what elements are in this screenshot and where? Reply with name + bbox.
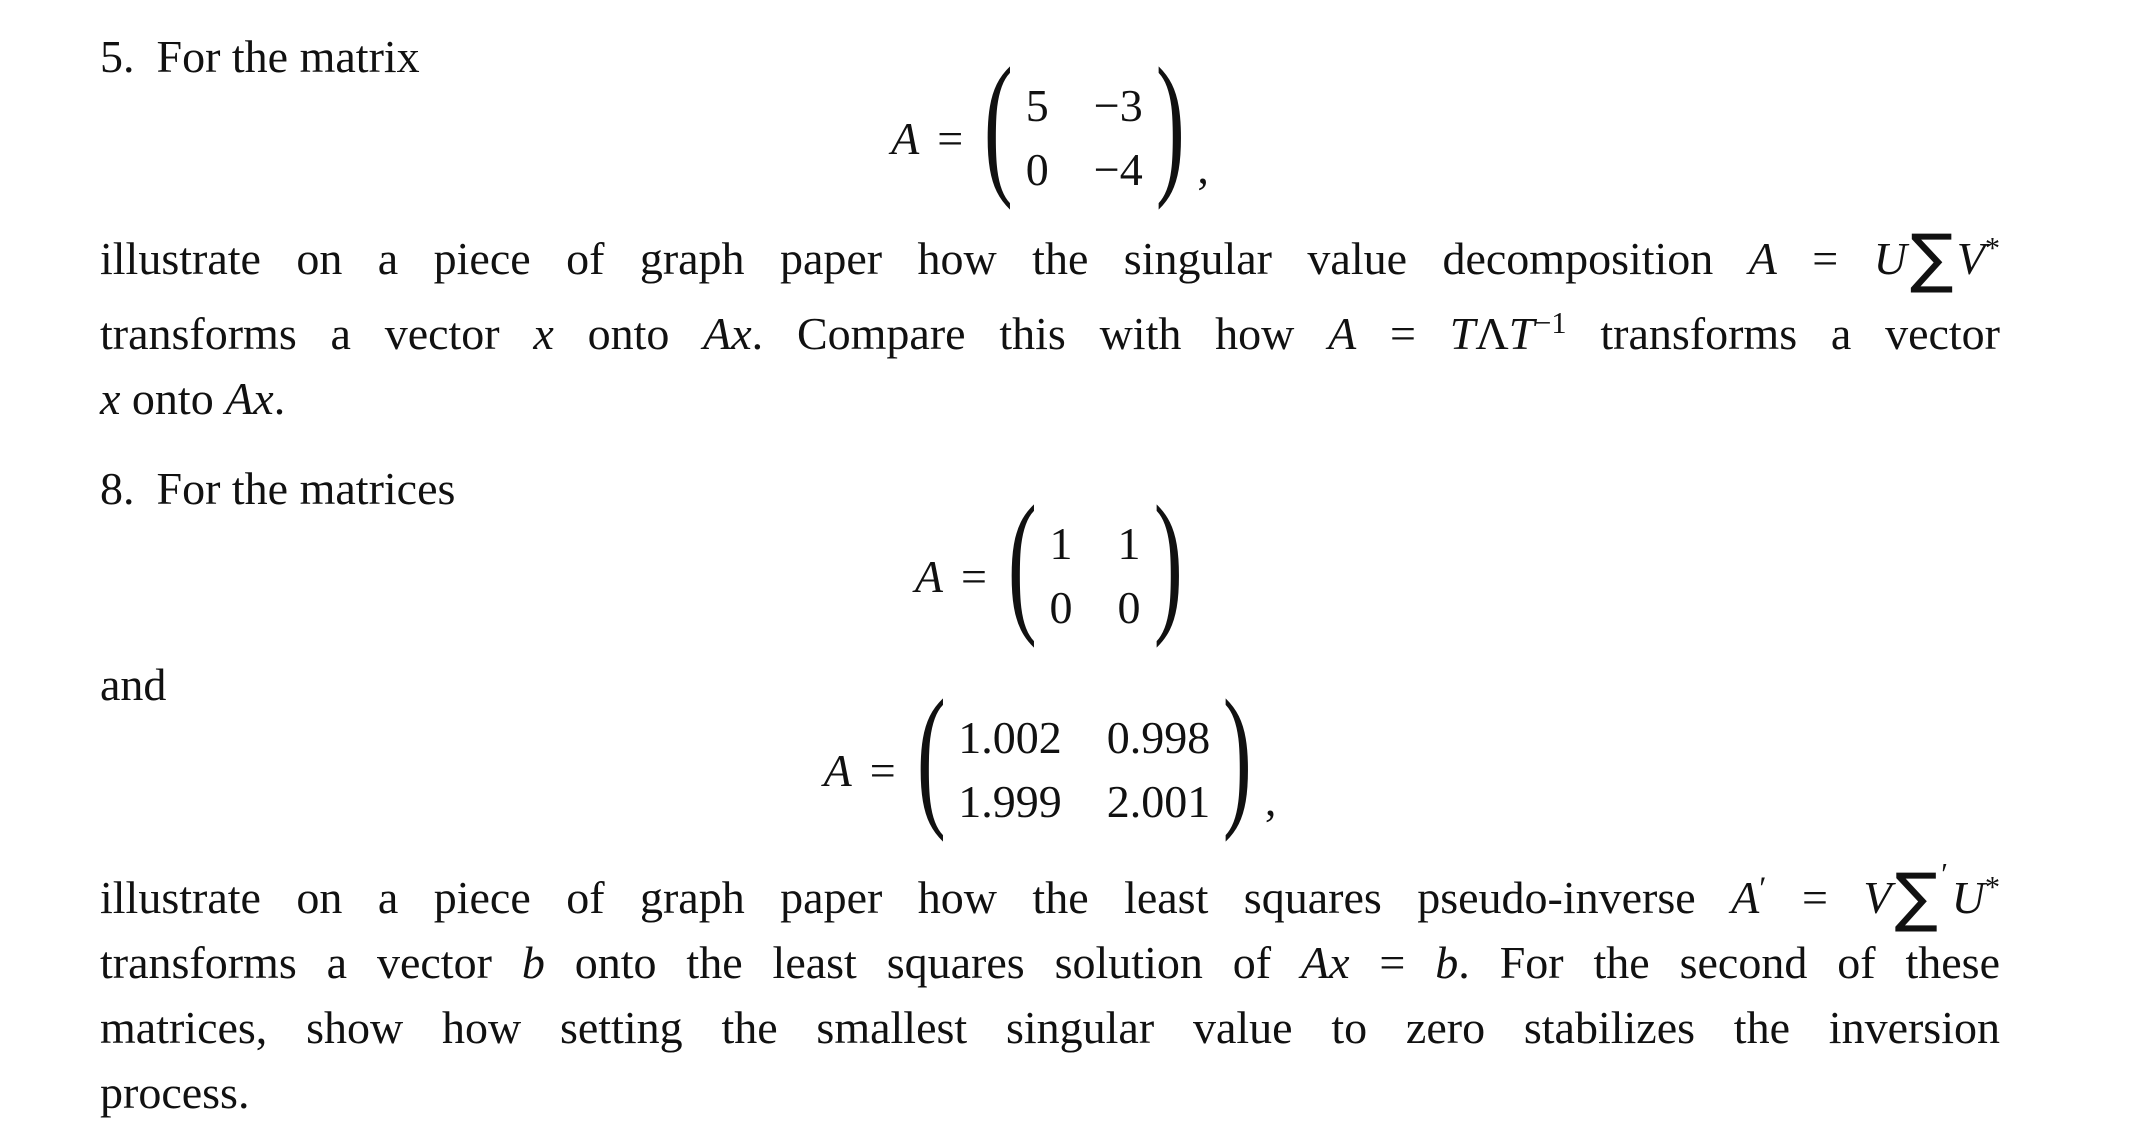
body-line: matrices, show how setting the smallest …	[100, 995, 2000, 1060]
math-var: x	[533, 307, 554, 359]
problem-8-body: illustrate on a piece of graph paper how…	[100, 842, 2000, 1125]
matrix-cell: 2.001	[1106, 776, 1211, 827]
matrix-cell: 0	[1049, 582, 1073, 633]
matrix-cell: −3	[1093, 80, 1143, 131]
superscript: *	[1984, 870, 2000, 905]
text-run: . Compare this with how	[751, 307, 1329, 359]
text-run: =	[1766, 871, 1864, 923]
close-paren: )	[1155, 35, 1185, 211]
math-var: T	[1508, 307, 1535, 359]
matrix-cell: 1.002	[958, 712, 1062, 763]
problem-5-body: illustrate on a piece of graph paper how…	[100, 216, 2000, 431]
problem-8-intro: For the matrices	[156, 463, 456, 514]
problem-5-heading: 5. For the matrix	[100, 24, 420, 89]
math-var: T	[1449, 307, 1476, 359]
matrix-cell: 0	[1025, 144, 1049, 195]
text-run: onto	[120, 372, 226, 424]
connector-word: and	[100, 652, 166, 717]
text-run: transforms a vector	[1566, 307, 2000, 359]
text-run: onto	[553, 307, 704, 359]
math-var: U	[1873, 232, 1907, 284]
superscript: −1	[1534, 305, 1567, 340]
matrix-cell: 1.999	[958, 776, 1062, 827]
matrix-cell: 0	[1117, 582, 1141, 633]
prime-superscript: ′	[1941, 857, 1948, 891]
matrix-cell: 1	[1049, 518, 1073, 569]
text-run: and	[100, 659, 167, 710]
matrix-lhs: A	[914, 550, 943, 602]
matrix-lhs: A	[823, 744, 852, 796]
open-paren: (	[1007, 473, 1037, 649]
problem-8-heading: 8. For the matrices	[100, 456, 455, 521]
matrix-comma: ,	[1197, 142, 1209, 193]
matrix-cells: 5 −3 0 −4	[1026, 83, 1143, 193]
text-run: process.	[100, 1066, 250, 1118]
problem-8-matrix-1-equation: A = ( 1 1 0 0 )	[100, 482, 2000, 646]
matrix-cell: 0.998	[1106, 712, 1211, 763]
matrix-cell: −4	[1093, 144, 1143, 195]
sigma-operator: ∑	[1910, 221, 1954, 297]
text-run: .	[273, 372, 286, 424]
matrix-cell: 1	[1117, 518, 1141, 569]
problem-5-matrix-equation: A = ( 5 −3 0 −4 ) ,	[100, 44, 2000, 208]
text-run: matrices, show how setting the smallest …	[100, 1001, 2000, 1053]
math-var: V	[1863, 871, 1892, 923]
prime-superscript: ′	[1759, 869, 1767, 907]
problem-5-intro: For the matrix	[156, 31, 420, 82]
matrix-comma: ,	[1264, 774, 1277, 825]
math-var: A	[1748, 232, 1777, 284]
math-var: A	[1731, 871, 1760, 923]
math-var: Ax	[703, 307, 752, 359]
text-run: =	[1349, 936, 1436, 988]
close-paren: )	[1223, 667, 1253, 843]
body-line: process.	[100, 1060, 2000, 1125]
body-line: illustrate on a piece of graph paper how…	[100, 842, 2000, 930]
problem-8-number: 8.	[100, 463, 135, 514]
text-run: onto the least squares solution of	[544, 936, 1301, 988]
math-var: Ax	[225, 372, 274, 424]
sigma-operator: ∑	[1894, 860, 1939, 936]
body-line: transforms a vector x onto Ax. Compare t…	[100, 291, 2000, 366]
equals-sign: =	[960, 550, 987, 602]
equals-sign: =	[869, 744, 896, 796]
problem-5-number: 5.	[100, 31, 135, 82]
math-var: Ax	[1301, 936, 1350, 988]
open-paren: (	[916, 667, 946, 843]
equals-sign: =	[937, 112, 964, 164]
matrix-cell: 5	[1025, 80, 1049, 131]
superscript: *	[1984, 231, 2000, 265]
math-var: b	[1435, 936, 1459, 988]
body-line: illustrate on a piece of graph paper how…	[100, 216, 2000, 291]
text-run: =	[1356, 307, 1450, 359]
problem-8-matrix-2-equation: A = ( 1.002 0.998 1.999 2.001 ) ,	[100, 676, 2000, 840]
matrix-cells: 1.002 0.998 1.999 2.001	[958, 715, 1210, 825]
body-line: x onto Ax.	[100, 366, 2000, 431]
math-var: U	[1951, 871, 1985, 923]
lambda-symbol: Λ	[1475, 307, 1509, 359]
math-var: b	[521, 936, 545, 988]
text-run: . For the second of these	[1458, 936, 2000, 988]
matrix-lhs: A	[891, 112, 920, 164]
close-paren: )	[1153, 473, 1183, 649]
body-line: transforms a vector b onto the least squ…	[100, 930, 2000, 995]
matrix-cells: 1 1 0 0	[1050, 521, 1141, 631]
text-run: illustrate on a piece of graph paper how…	[100, 232, 1749, 284]
math-var: V	[1956, 232, 1985, 284]
open-paren: (	[984, 35, 1013, 211]
text-run: transforms a vector	[100, 936, 522, 988]
text-run: =	[1776, 232, 1874, 284]
text-run: transforms a vector	[100, 307, 534, 359]
math-var: x	[100, 372, 121, 424]
text-run: illustrate on a piece of graph paper how…	[100, 871, 1732, 923]
math-var: A	[1328, 307, 1357, 359]
